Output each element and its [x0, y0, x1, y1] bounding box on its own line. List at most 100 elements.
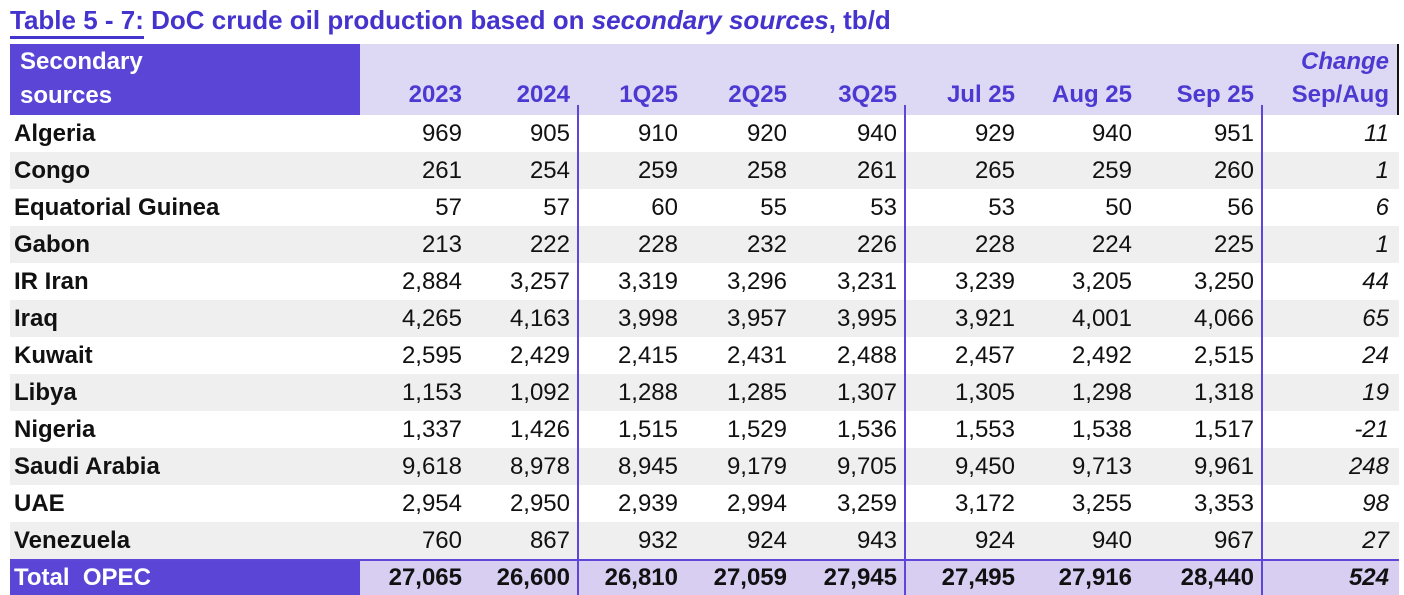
- value-cell: 3,257: [509, 268, 570, 295]
- header-secondary-line1: Secondary: [20, 48, 143, 75]
- value-cell: 867: [529, 527, 570, 554]
- change-value: 6: [1375, 194, 1389, 221]
- value-cell: 1,318: [1193, 379, 1254, 406]
- header-col-2024: 2024: [516, 81, 570, 108]
- total-value-cell: 27,059: [686, 561, 795, 595]
- value-cell: 1,517: [1193, 416, 1254, 443]
- value-cell: 3,353: [1193, 490, 1254, 517]
- value-cell: 3,921: [954, 305, 1015, 332]
- header-col-1q25: 1Q25: [619, 81, 678, 108]
- value-cell: 2,950: [509, 490, 570, 517]
- table-row: Iraq 4,265 4,163 3,998 3,957 3,995 3,921…: [10, 300, 1399, 337]
- change-value: 19: [1362, 379, 1389, 406]
- value-cell: 943: [856, 527, 897, 554]
- header-right-border: [1397, 44, 1399, 115]
- value-cell: 57: [435, 194, 462, 221]
- header-secondary-line2: sources: [20, 82, 113, 109]
- value-cell: 4,163: [509, 305, 570, 332]
- total-label: Total OPEC: [10, 561, 360, 595]
- change-value: 1: [1375, 231, 1389, 258]
- value-cell: 50: [1105, 194, 1132, 221]
- value-cell: 2,939: [617, 490, 678, 517]
- value-cell: 1,305: [954, 379, 1015, 406]
- table-title: Table 5 - 7: DoC crude oil production ba…: [10, 5, 891, 39]
- table-row: Nigeria 1,337 1,426 1,515 1,529 1,536 1,…: [10, 411, 1399, 448]
- value-cell: 1,538: [1071, 416, 1132, 443]
- country-name: Iraq: [14, 305, 59, 332]
- country-name: Gabon: [14, 231, 90, 258]
- value-cell: 4,066: [1193, 305, 1254, 332]
- value-cell: 254: [529, 157, 570, 184]
- header-secondary-sources: Secondary sources: [10, 44, 360, 115]
- change-value: 24: [1362, 342, 1389, 369]
- value-cell: 8,978: [509, 453, 570, 480]
- value-cell: 55: [760, 194, 787, 221]
- header-col-aug25: Aug 25: [1051, 81, 1132, 108]
- country-name: Nigeria: [14, 416, 96, 443]
- value-cell: 969: [421, 120, 462, 147]
- total-value-cell: 26,600: [470, 561, 578, 595]
- header-col-jul25: Jul 25: [946, 81, 1015, 108]
- value-cell: 3,239: [954, 268, 1015, 295]
- value-cell: 3,957: [726, 305, 787, 332]
- value-cell: 2,429: [509, 342, 570, 369]
- value-cell: 9,450: [954, 453, 1015, 480]
- total-value-cell: 28,440: [1140, 561, 1262, 595]
- value-cell: 924: [974, 527, 1015, 554]
- value-cell: 57: [543, 194, 570, 221]
- table-row: Saudi Arabia 9,618 8,978 8,945 9,179 9,7…: [10, 448, 1399, 485]
- value-cell: 9,618: [401, 453, 462, 480]
- value-cell: 3,231: [836, 268, 897, 295]
- value-cell: 3,172: [954, 490, 1015, 517]
- header-col-3q25: 3Q25: [838, 81, 897, 108]
- value-cell: 226: [856, 231, 897, 258]
- value-cell: 3,205: [1071, 268, 1132, 295]
- change-value: 1: [1375, 157, 1389, 184]
- value-cell: 1,285: [726, 379, 787, 406]
- value-cell: 1,536: [836, 416, 897, 443]
- value-cell: 8,945: [617, 453, 678, 480]
- value-cell: 929: [974, 120, 1015, 147]
- column-divider-after-3q25: [904, 105, 906, 595]
- value-cell: 2,595: [401, 342, 462, 369]
- value-cell: 225: [1213, 231, 1254, 258]
- country-name: Libya: [14, 379, 77, 406]
- value-cell: 905: [529, 120, 570, 147]
- value-cell: 2,884: [401, 268, 462, 295]
- value-cell: 951: [1213, 120, 1254, 147]
- value-cell: 3,296: [726, 268, 787, 295]
- change-value: 65: [1362, 305, 1389, 332]
- value-cell: 932: [637, 527, 678, 554]
- value-cell: 9,713: [1071, 453, 1132, 480]
- country-name: Algeria: [14, 120, 96, 147]
- value-cell: 258: [746, 157, 787, 184]
- value-cell: 2,515: [1193, 342, 1254, 369]
- value-cell: 228: [637, 231, 678, 258]
- column-divider-after-2024: [577, 105, 579, 595]
- value-cell: 967: [1213, 527, 1254, 554]
- change-value: 248: [1348, 453, 1389, 480]
- change-value: 27: [1362, 527, 1389, 554]
- value-cell: 760: [421, 527, 462, 554]
- country-name: Venezuela: [14, 527, 131, 554]
- value-cell: 3,255: [1071, 490, 1132, 517]
- value-cell: 940: [856, 120, 897, 147]
- value-cell: 2,994: [726, 490, 787, 517]
- value-cell: 56: [1227, 194, 1254, 221]
- value-cell: 1,153: [401, 379, 462, 406]
- table-row: UAE 2,954 2,950 2,939 2,994 3,259 3,172 …: [10, 485, 1399, 522]
- header-change-line2: Sep/Aug: [1291, 81, 1389, 108]
- value-cell: 1,515: [617, 416, 678, 443]
- value-cell: 4,001: [1071, 305, 1132, 332]
- value-cell: 9,961: [1193, 453, 1254, 480]
- value-cell: 1,553: [954, 416, 1015, 443]
- value-cell: 2,488: [836, 342, 897, 369]
- value-cell: 2,492: [1071, 342, 1132, 369]
- value-cell: 224: [1091, 231, 1132, 258]
- value-cell: 920: [746, 120, 787, 147]
- total-change-value: 524: [1262, 561, 1399, 595]
- value-cell: 2,954: [401, 490, 462, 517]
- total-value-cell: 26,810: [578, 561, 686, 595]
- value-cell: 1,307: [836, 379, 897, 406]
